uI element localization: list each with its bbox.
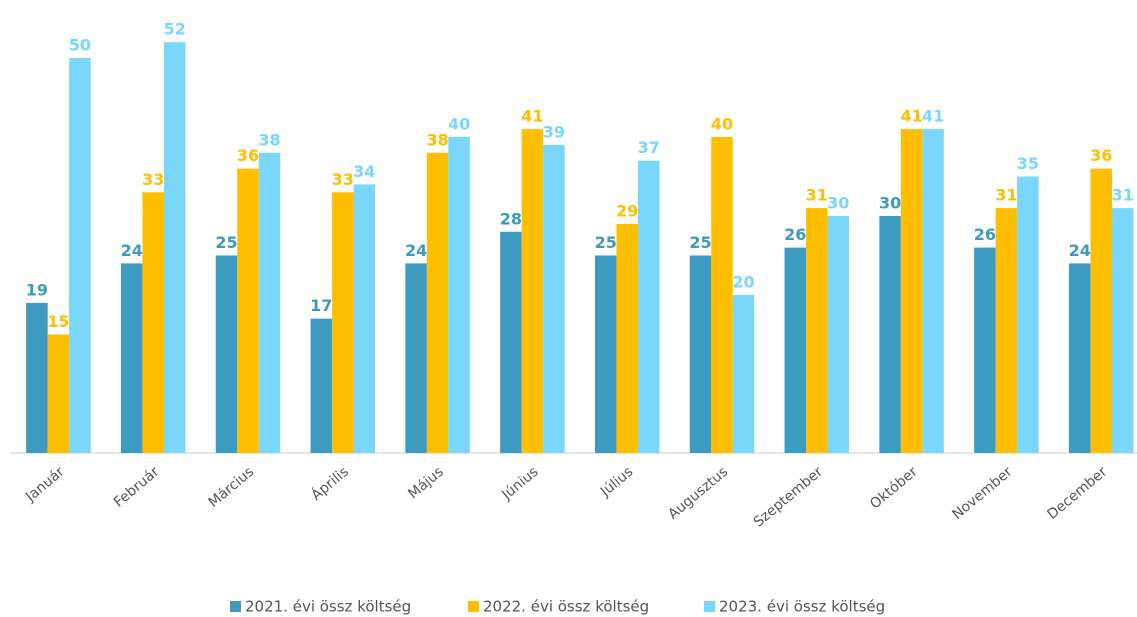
bar xyxy=(163,42,186,453)
x-tick-label: Július xyxy=(597,464,636,501)
value-label: 36 xyxy=(1090,146,1112,165)
legend-swatch xyxy=(704,601,715,612)
x-tick-label: Április xyxy=(308,463,352,504)
bar xyxy=(543,144,565,453)
bar xyxy=(47,334,70,453)
bar xyxy=(784,247,807,453)
bar xyxy=(26,302,48,453)
x-tick-label: December xyxy=(1044,464,1110,523)
bar xyxy=(258,152,281,454)
value-label: 31 xyxy=(1112,186,1134,205)
value-label: 50 xyxy=(69,36,91,55)
value-label: 30 xyxy=(827,194,849,213)
bar xyxy=(637,160,660,453)
value-label: 37 xyxy=(638,138,660,157)
bar xyxy=(900,129,923,453)
value-label: 30 xyxy=(879,194,901,213)
bar xyxy=(922,129,944,453)
value-label: 41 xyxy=(922,107,944,126)
value-label: 29 xyxy=(616,201,638,220)
bar xyxy=(215,255,238,453)
value-label: 17 xyxy=(310,296,332,315)
value-label: 36 xyxy=(237,146,259,165)
x-tick-label: Június xyxy=(498,464,541,504)
value-label: 31 xyxy=(995,186,1017,205)
bar xyxy=(974,247,996,453)
bar xyxy=(689,255,712,453)
value-label: 26 xyxy=(784,225,806,244)
value-label: 25 xyxy=(689,233,711,252)
bar xyxy=(332,192,354,454)
value-label: 38 xyxy=(258,130,280,149)
value-label: 20 xyxy=(732,273,754,292)
value-label: 25 xyxy=(595,233,617,252)
value-label: 31 xyxy=(806,186,828,205)
bar xyxy=(521,129,544,453)
bar xyxy=(142,192,164,454)
x-tick-label: Február xyxy=(111,464,163,511)
bar xyxy=(711,137,733,453)
value-label: 33 xyxy=(142,170,164,189)
value-label: 15 xyxy=(47,312,69,331)
bar xyxy=(1111,208,1134,453)
bar xyxy=(353,184,376,453)
bar xyxy=(594,255,617,453)
value-label: 41 xyxy=(521,107,543,126)
value-label: 26 xyxy=(974,225,996,244)
bar xyxy=(448,137,470,453)
x-tick-label: Május xyxy=(405,464,446,502)
value-label: 40 xyxy=(448,115,470,134)
bar xyxy=(995,208,1018,453)
value-label: 52 xyxy=(164,20,186,39)
bar xyxy=(405,263,427,453)
legend-swatch xyxy=(230,601,241,612)
value-label: 39 xyxy=(543,122,565,141)
value-label: 33 xyxy=(332,170,354,189)
bar xyxy=(879,216,901,453)
bar xyxy=(426,152,449,454)
bar xyxy=(616,223,638,453)
bar xyxy=(1090,168,1112,453)
value-label: 25 xyxy=(215,233,237,252)
value-label: 38 xyxy=(426,130,448,149)
bar xyxy=(500,231,522,453)
bar xyxy=(310,318,333,453)
bar xyxy=(732,295,755,453)
x-tick-label: November xyxy=(949,464,1015,523)
legend-label: 2023. évi össz költség xyxy=(719,598,885,616)
legend-swatch xyxy=(468,601,479,612)
value-label: 24 xyxy=(121,241,143,260)
bar xyxy=(69,58,91,453)
x-tick-label: Március xyxy=(206,464,258,511)
bar xyxy=(1017,176,1039,453)
x-tick-label: Szeptember xyxy=(751,464,826,531)
bar xyxy=(806,208,828,453)
value-label: 34 xyxy=(353,162,375,181)
legend-label: 2022. évi össz költség xyxy=(483,598,649,616)
x-tick-label: Január xyxy=(22,464,68,506)
x-tick-label: Augusztus xyxy=(665,464,731,523)
value-label: 19 xyxy=(26,280,48,299)
bar xyxy=(237,168,259,453)
bar xyxy=(827,216,850,453)
legend-label: 2021. évi össz költség xyxy=(245,598,411,616)
value-label: 41 xyxy=(900,107,922,126)
value-label: 24 xyxy=(405,241,427,260)
value-label: 28 xyxy=(500,209,522,228)
value-label: 40 xyxy=(711,115,733,134)
value-label: 35 xyxy=(1017,154,1039,173)
bar xyxy=(1068,263,1091,453)
bar xyxy=(120,263,143,453)
x-tick-label: Október xyxy=(867,464,921,513)
value-label: 24 xyxy=(1069,241,1091,260)
